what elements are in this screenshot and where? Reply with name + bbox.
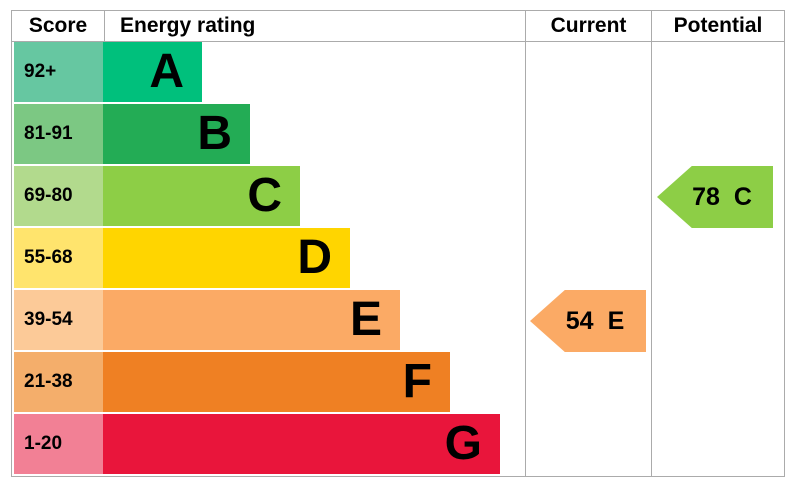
rating-letter: A [149,45,184,98]
potential-rating-score: 78 [692,182,720,211]
rating-bar: A [103,42,202,102]
rating-row-d: 55-68 D [12,228,784,290]
rating-row-b: 81-91 B [12,104,784,166]
rating-row-e: 39-54 E [12,290,784,352]
score-range-cell: 81-91 [14,104,103,164]
rating-row-f: 21-38 F [12,352,784,414]
rating-bar: D [103,228,350,288]
rating-bar: G [103,414,500,474]
rating-letter: G [444,417,482,470]
rating-bar: F [103,352,450,412]
rating-letter: E [349,293,382,346]
epc-table: Score Energy rating Current Potential 92… [11,10,785,477]
rating-letter: C [247,169,282,222]
score-range-cell: 1-20 [14,414,103,474]
table-header: Score Energy rating Current Potential [12,11,784,42]
potential-column-divider [651,11,652,476]
potential-rating-letter: C [733,182,752,211]
potential-rating-arrow: 78 C [657,166,773,228]
potential-column-header: Potential [673,14,763,37]
current-column-divider [525,11,526,476]
energy-rating-column-header: Energy rating [120,14,256,37]
current-rating-letter: E [607,306,625,335]
score-range-cell: 69-80 [14,166,103,226]
score-range-cell: 92+ [14,42,103,102]
rating-letter: F [402,355,432,408]
rating-row-c: 69-80 C [12,166,784,228]
score-range-cell: 21-38 [14,352,103,412]
rating-letter: D [297,231,332,284]
rating-bar: E [103,290,400,350]
score-column-header: Score [28,14,88,37]
rating-bar: B [103,104,250,164]
score-range-cell: 39-54 [14,290,103,350]
rating-row-a: 92+ A [12,42,784,104]
rating-letter: B [197,107,232,160]
rating-rows: 92+ A 81-91 B 69-80 C 55-68 D 39-54 E [12,42,784,476]
current-column-header: Current [550,14,627,37]
rating-bar: C [103,166,300,226]
score-column-divider [104,11,105,42]
current-rating-score: 54 [565,306,594,335]
rating-row-g: 1-20 G [12,414,784,476]
score-range-cell: 55-68 [14,228,103,288]
